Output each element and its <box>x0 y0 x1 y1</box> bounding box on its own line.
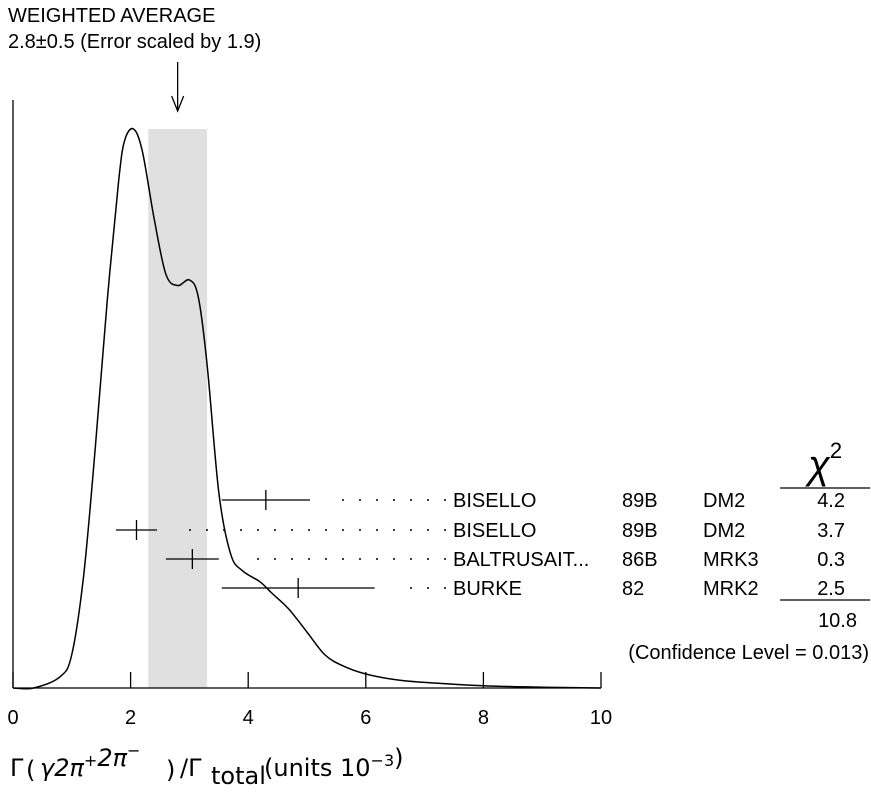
ideogram-curve <box>12 127 602 690</box>
leader-dot <box>410 587 412 589</box>
leader-dot <box>427 558 429 560</box>
leader-dot <box>393 499 395 501</box>
measurement-experiment: DM2 <box>703 490 745 512</box>
weighted-average-band <box>148 129 208 688</box>
leader-dot <box>427 499 429 501</box>
leader-dot <box>291 529 293 531</box>
leader-dot <box>342 499 344 501</box>
leader-dot <box>444 587 446 589</box>
confidence-level: (Confidence Level = 0.013) <box>628 642 869 664</box>
leader-dot <box>359 529 361 531</box>
x-ticks: 0 2 4 6 8 10 <box>7 672 612 729</box>
measurement-year: 82 <box>622 578 644 600</box>
measurement-year: 86B <box>622 549 658 571</box>
leader-dot <box>274 529 276 531</box>
leader-dot <box>444 558 446 560</box>
leader-dot <box>410 529 412 531</box>
measurement-author: BURKE <box>453 578 522 600</box>
measurements: BISELLO 89B DM2 4.2 BISELLO 89B DM2 3.7 BALTRUSA… <box>115 490 845 600</box>
leader-dot <box>206 529 208 531</box>
leader-dot <box>257 558 259 560</box>
measurement-row: BURKE 82 MRK2 2.5 <box>221 578 845 600</box>
measurement-author: BISELLO <box>453 520 536 542</box>
x-axis-label: Γ ( γ2π+2π− ) /Γ total (units 10−3) <box>10 741 404 790</box>
leader-dot <box>325 558 327 560</box>
measurement-chi2: 2.5 <box>817 578 845 600</box>
leader-dot <box>274 558 276 560</box>
leader-dot <box>376 529 378 531</box>
x-tick-label: 10 <box>590 707 612 729</box>
measurement-year: 89B <box>622 490 658 512</box>
x-tick-label: 8 <box>478 707 489 729</box>
measurement-row: BISELLO 89B DM2 3.7 <box>115 520 845 542</box>
leader-dot <box>444 529 446 531</box>
x-tick-label: 4 <box>243 707 254 729</box>
x-axis-label-ratio: /Γ <box>180 754 202 782</box>
x-axis-label-left-paren: ( <box>26 756 35 784</box>
measurement-experiment: MRK3 <box>703 549 759 571</box>
leader-dot <box>189 529 191 531</box>
leader-dot <box>342 558 344 560</box>
measurement-author: BISELLO <box>453 490 536 512</box>
x-axis-label-units: (units 10−3) <box>264 744 404 782</box>
leader-dot <box>223 529 225 531</box>
measurement-experiment: DM2 <box>703 520 745 542</box>
leader-dot <box>257 529 259 531</box>
leader-dot <box>240 529 242 531</box>
x-tick-label: 2 <box>125 707 136 729</box>
x-axis-label-gamma: Γ <box>10 754 24 782</box>
leader-dot <box>376 499 378 501</box>
measurement-chi2: 0.3 <box>817 549 845 571</box>
measurement-row: BALTRUSAIT... 86B MRK3 0.3 <box>165 549 845 571</box>
leader-dot <box>427 529 429 531</box>
measurement-chi2: 4.2 <box>817 490 845 512</box>
weighted-average-arrow <box>171 62 185 113</box>
leader-dot <box>308 558 310 560</box>
arrow-head <box>171 95 185 113</box>
leader-dot <box>342 529 344 531</box>
leader-dot <box>410 499 412 501</box>
measurement-author: BALTRUSAIT... <box>453 549 589 571</box>
chi2-total: 10.8 <box>818 610 857 632</box>
leader-dot <box>291 558 293 560</box>
x-tick-label: 6 <box>360 707 371 729</box>
leader-dot <box>410 558 412 560</box>
leader-dot <box>359 558 361 560</box>
x-axis-label-inner: γ2π+2π− <box>40 741 140 782</box>
leader-dot <box>393 558 395 560</box>
leader-dot <box>393 529 395 531</box>
leader-dot <box>444 499 446 501</box>
leader-dot <box>325 529 327 531</box>
chi2-header: χ2 <box>805 438 842 487</box>
x-tick-label: 0 <box>7 707 18 729</box>
measurement-year: 89B <box>622 520 658 542</box>
measurement-chi2: 3.7 <box>817 520 845 542</box>
measurement-row: BISELLO 89B DM2 4.2 <box>221 490 845 512</box>
x-axis-label-right-paren: ) <box>166 756 175 784</box>
leader-dot <box>359 499 361 501</box>
x-axis-label-subscript: total <box>211 762 266 790</box>
weighted-average-value: 2.8±0.5 (Error scaled by 1.9) <box>8 31 261 53</box>
weighted-average-title: WEIGHTED AVERAGE <box>8 5 215 27</box>
measurement-experiment: MRK2 <box>703 578 759 600</box>
leader-dot <box>376 558 378 560</box>
leader-dot <box>427 587 429 589</box>
leader-dot <box>308 529 310 531</box>
